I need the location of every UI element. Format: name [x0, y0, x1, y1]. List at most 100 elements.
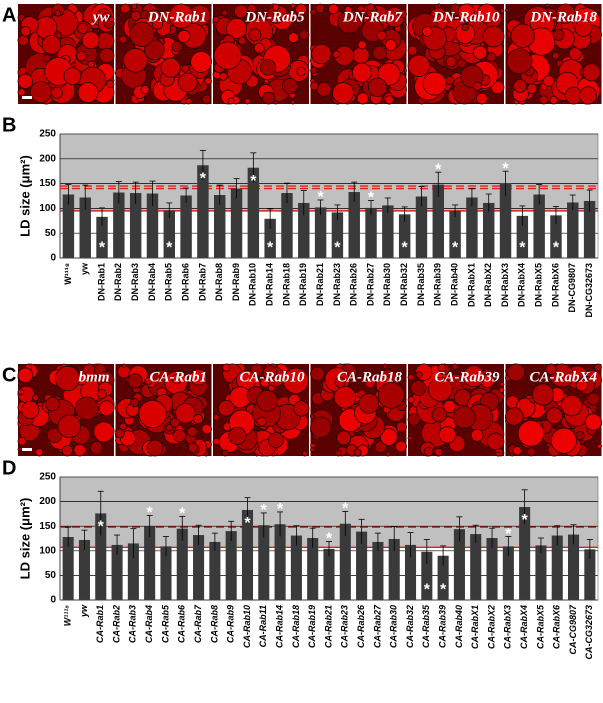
x-tick-label: CA-Rab2 [111, 605, 121, 643]
panel-label: A [2, 4, 16, 26]
x-tick-label: DN-Rab21 [315, 263, 325, 306]
y-axis-title: LD size (μm²) [17, 155, 32, 237]
plot-frame [59, 476, 599, 601]
x-tick-label: CA-RabX2 [486, 605, 496, 649]
droplet [596, 443, 602, 449]
droplet [372, 45, 387, 61]
y-tick-label: 150 [39, 178, 56, 189]
droplet [63, 67, 82, 86]
bar [323, 548, 335, 600]
micrograph: bmm [17, 363, 115, 457]
droplet [310, 416, 332, 438]
droplet [407, 413, 421, 426]
x-tick-label: CA-Rab19 [307, 605, 317, 648]
droplet [310, 366, 325, 382]
droplet [296, 66, 306, 77]
droplet [201, 423, 212, 435]
bar [535, 545, 547, 600]
droplet [505, 8, 509, 13]
droplet [310, 8, 317, 16]
droplet [506, 48, 533, 75]
droplet [499, 8, 505, 14]
bar [163, 210, 175, 258]
significance-marker: * [505, 526, 512, 543]
droplet [495, 451, 501, 457]
droplet [407, 435, 412, 441]
droplet [186, 426, 198, 438]
droplet [253, 42, 265, 54]
droplet [476, 3, 497, 24]
bar [432, 184, 444, 258]
y-tick-label: 0 [50, 595, 56, 606]
bar [551, 535, 563, 600]
image-label: CA-RabX4 [529, 369, 597, 385]
droplet [293, 400, 310, 417]
x-tick-label: CA-Rab3 [128, 605, 138, 643]
significance-marker: * [277, 501, 284, 518]
image-label: bmm [79, 369, 110, 385]
droplet [247, 3, 257, 14]
micrograph: CA-Rab18 [310, 363, 407, 457]
y-tick-label: 250 [39, 472, 56, 483]
x-tick-label: CA-Rab26 [356, 604, 366, 648]
y-tick-label: 50 [45, 570, 57, 581]
droplet [456, 58, 467, 69]
droplet [333, 386, 357, 409]
bar [470, 534, 482, 600]
droplet [353, 448, 362, 457]
bar [483, 202, 495, 258]
droplet [384, 95, 394, 105]
x-tick-label: DN-RabX5 [534, 263, 544, 307]
image-label: DN-Rab7 [342, 9, 403, 25]
x-tick-label: DN-RabX4 [517, 263, 527, 307]
droplet [437, 363, 447, 373]
x-tick-label: DN-Rab10 [248, 263, 258, 306]
x-tick-label: CA-RabX4 [519, 605, 529, 649]
droplet [552, 29, 565, 41]
x-tick-label: DN-Rab39 [433, 263, 443, 306]
micrograph: DN-Rab7 [310, 3, 407, 105]
bar [550, 215, 562, 258]
droplet [486, 432, 505, 451]
droplet [542, 75, 555, 87]
droplet [140, 85, 150, 95]
bar [314, 207, 327, 258]
droplet [310, 447, 315, 452]
droplet [397, 9, 407, 19]
droplet [106, 80, 115, 89]
droplet [217, 399, 235, 417]
droplet [93, 421, 115, 443]
x-tick-label: CA-Rab32 [405, 605, 415, 648]
droplet [344, 6, 353, 15]
droplet [212, 413, 220, 421]
significance-marker: * [368, 190, 375, 207]
bar [339, 523, 351, 600]
y-tick-label: 250 [39, 129, 56, 140]
bar [519, 507, 531, 600]
droplet [46, 427, 63, 444]
droplet [61, 445, 73, 457]
droplet [582, 63, 601, 82]
bar [290, 535, 302, 600]
droplet [185, 97, 192, 105]
droplet [121, 363, 127, 369]
x-tick-label: CA-Rab21 [323, 605, 333, 648]
droplet [526, 83, 538, 94]
droplet [410, 380, 427, 396]
droplet [201, 94, 212, 105]
droplet [212, 437, 221, 446]
droplet [476, 92, 488, 105]
image-label: DN-Rab1 [147, 9, 207, 25]
bar [365, 207, 377, 258]
bar [382, 205, 394, 258]
micrograph: DN-Rab1 [115, 3, 212, 105]
droplet [472, 45, 488, 60]
droplet [316, 81, 332, 97]
significance-marker: * [440, 581, 447, 598]
droplet [575, 379, 588, 392]
bar [331, 212, 344, 258]
droplet [396, 421, 407, 433]
droplet [221, 449, 229, 457]
droplet [248, 28, 262, 42]
droplet [120, 3, 131, 14]
